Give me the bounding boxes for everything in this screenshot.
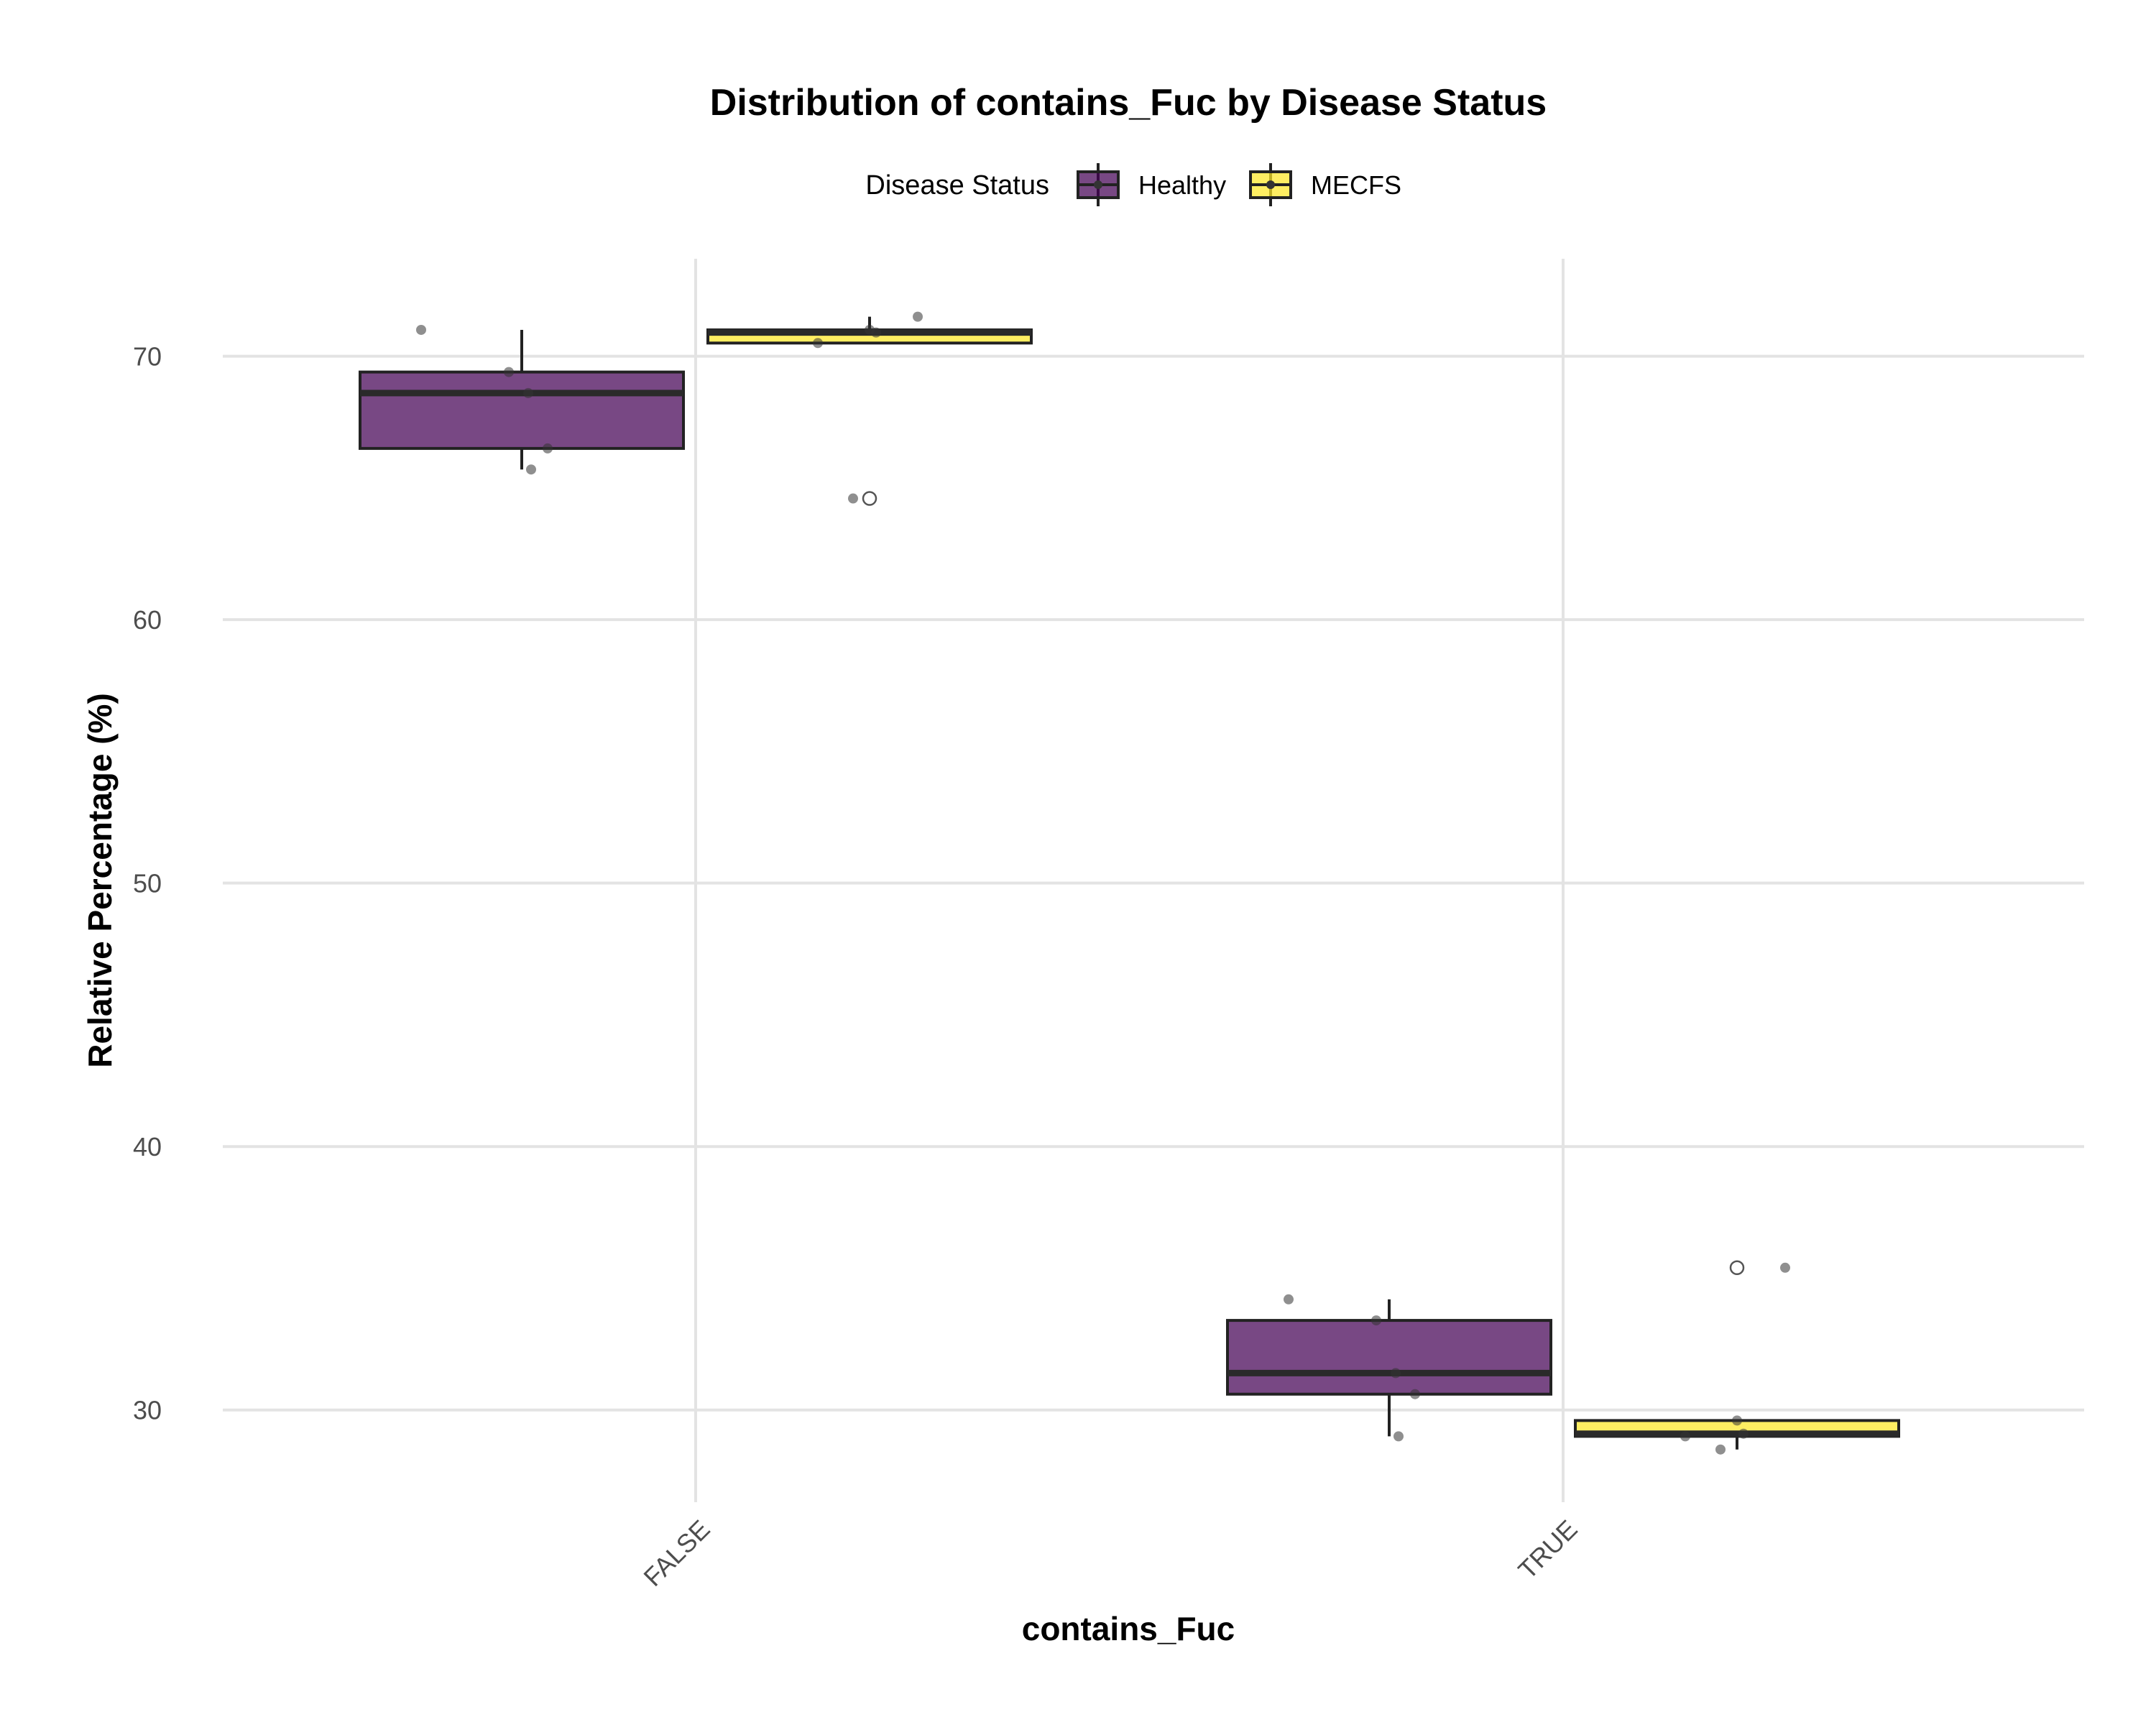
y-tick-label: 70 [133, 342, 162, 372]
data-point [1393, 1431, 1404, 1442]
data-point [1680, 1431, 1690, 1442]
box [1226, 1319, 1552, 1396]
data-point [1738, 1428, 1749, 1439]
data-point [1391, 1368, 1401, 1379]
data-point [1410, 1389, 1420, 1399]
data-point [871, 327, 881, 338]
y-axis-ticks: 30 40 50 60 70 [133, 342, 162, 1425]
x-tick-label: TRUE [1512, 1514, 1583, 1585]
data-point [848, 493, 858, 504]
x-axis-title: contains_Fuc [1022, 1610, 1235, 1647]
x-axis-ticks: FALSE TRUE [637, 1514, 1583, 1592]
data-point [1715, 1444, 1726, 1455]
data-points [416, 311, 1790, 1455]
outlier-point [862, 491, 877, 506]
y-axis-title: Relative Percentage (%) [81, 693, 119, 1068]
data-point [1371, 1315, 1381, 1326]
legend-label: MECFS [1311, 170, 1401, 200]
y-tick-label: 60 [133, 605, 162, 635]
y-tick-label: 30 [133, 1396, 162, 1425]
data-point [416, 324, 426, 335]
legend-label: Healthy [1138, 170, 1226, 200]
y-tick-label: 50 [133, 869, 162, 898]
data-point [813, 338, 823, 349]
legend-key-point [1266, 180, 1275, 189]
data-point [1732, 1415, 1742, 1426]
data-point [526, 464, 536, 475]
chart-title: Distribution of contains_Fuc by Disease … [710, 82, 1547, 124]
data-point [504, 367, 514, 377]
legend-key-point [1094, 180, 1102, 189]
outlier-point [1729, 1260, 1745, 1276]
data-point [913, 311, 923, 322]
data-point [1780, 1262, 1790, 1273]
data-point [543, 443, 553, 454]
gridlines [223, 259, 2084, 1502]
box [359, 370, 685, 450]
data-point [523, 387, 533, 398]
legend-title: Disease Status [865, 170, 1049, 201]
y-tick-label: 40 [133, 1132, 162, 1162]
data-point [1284, 1294, 1294, 1305]
x-tick-label: FALSE [637, 1514, 715, 1592]
legend: Disease Status Healthy MECFS [865, 163, 1401, 206]
